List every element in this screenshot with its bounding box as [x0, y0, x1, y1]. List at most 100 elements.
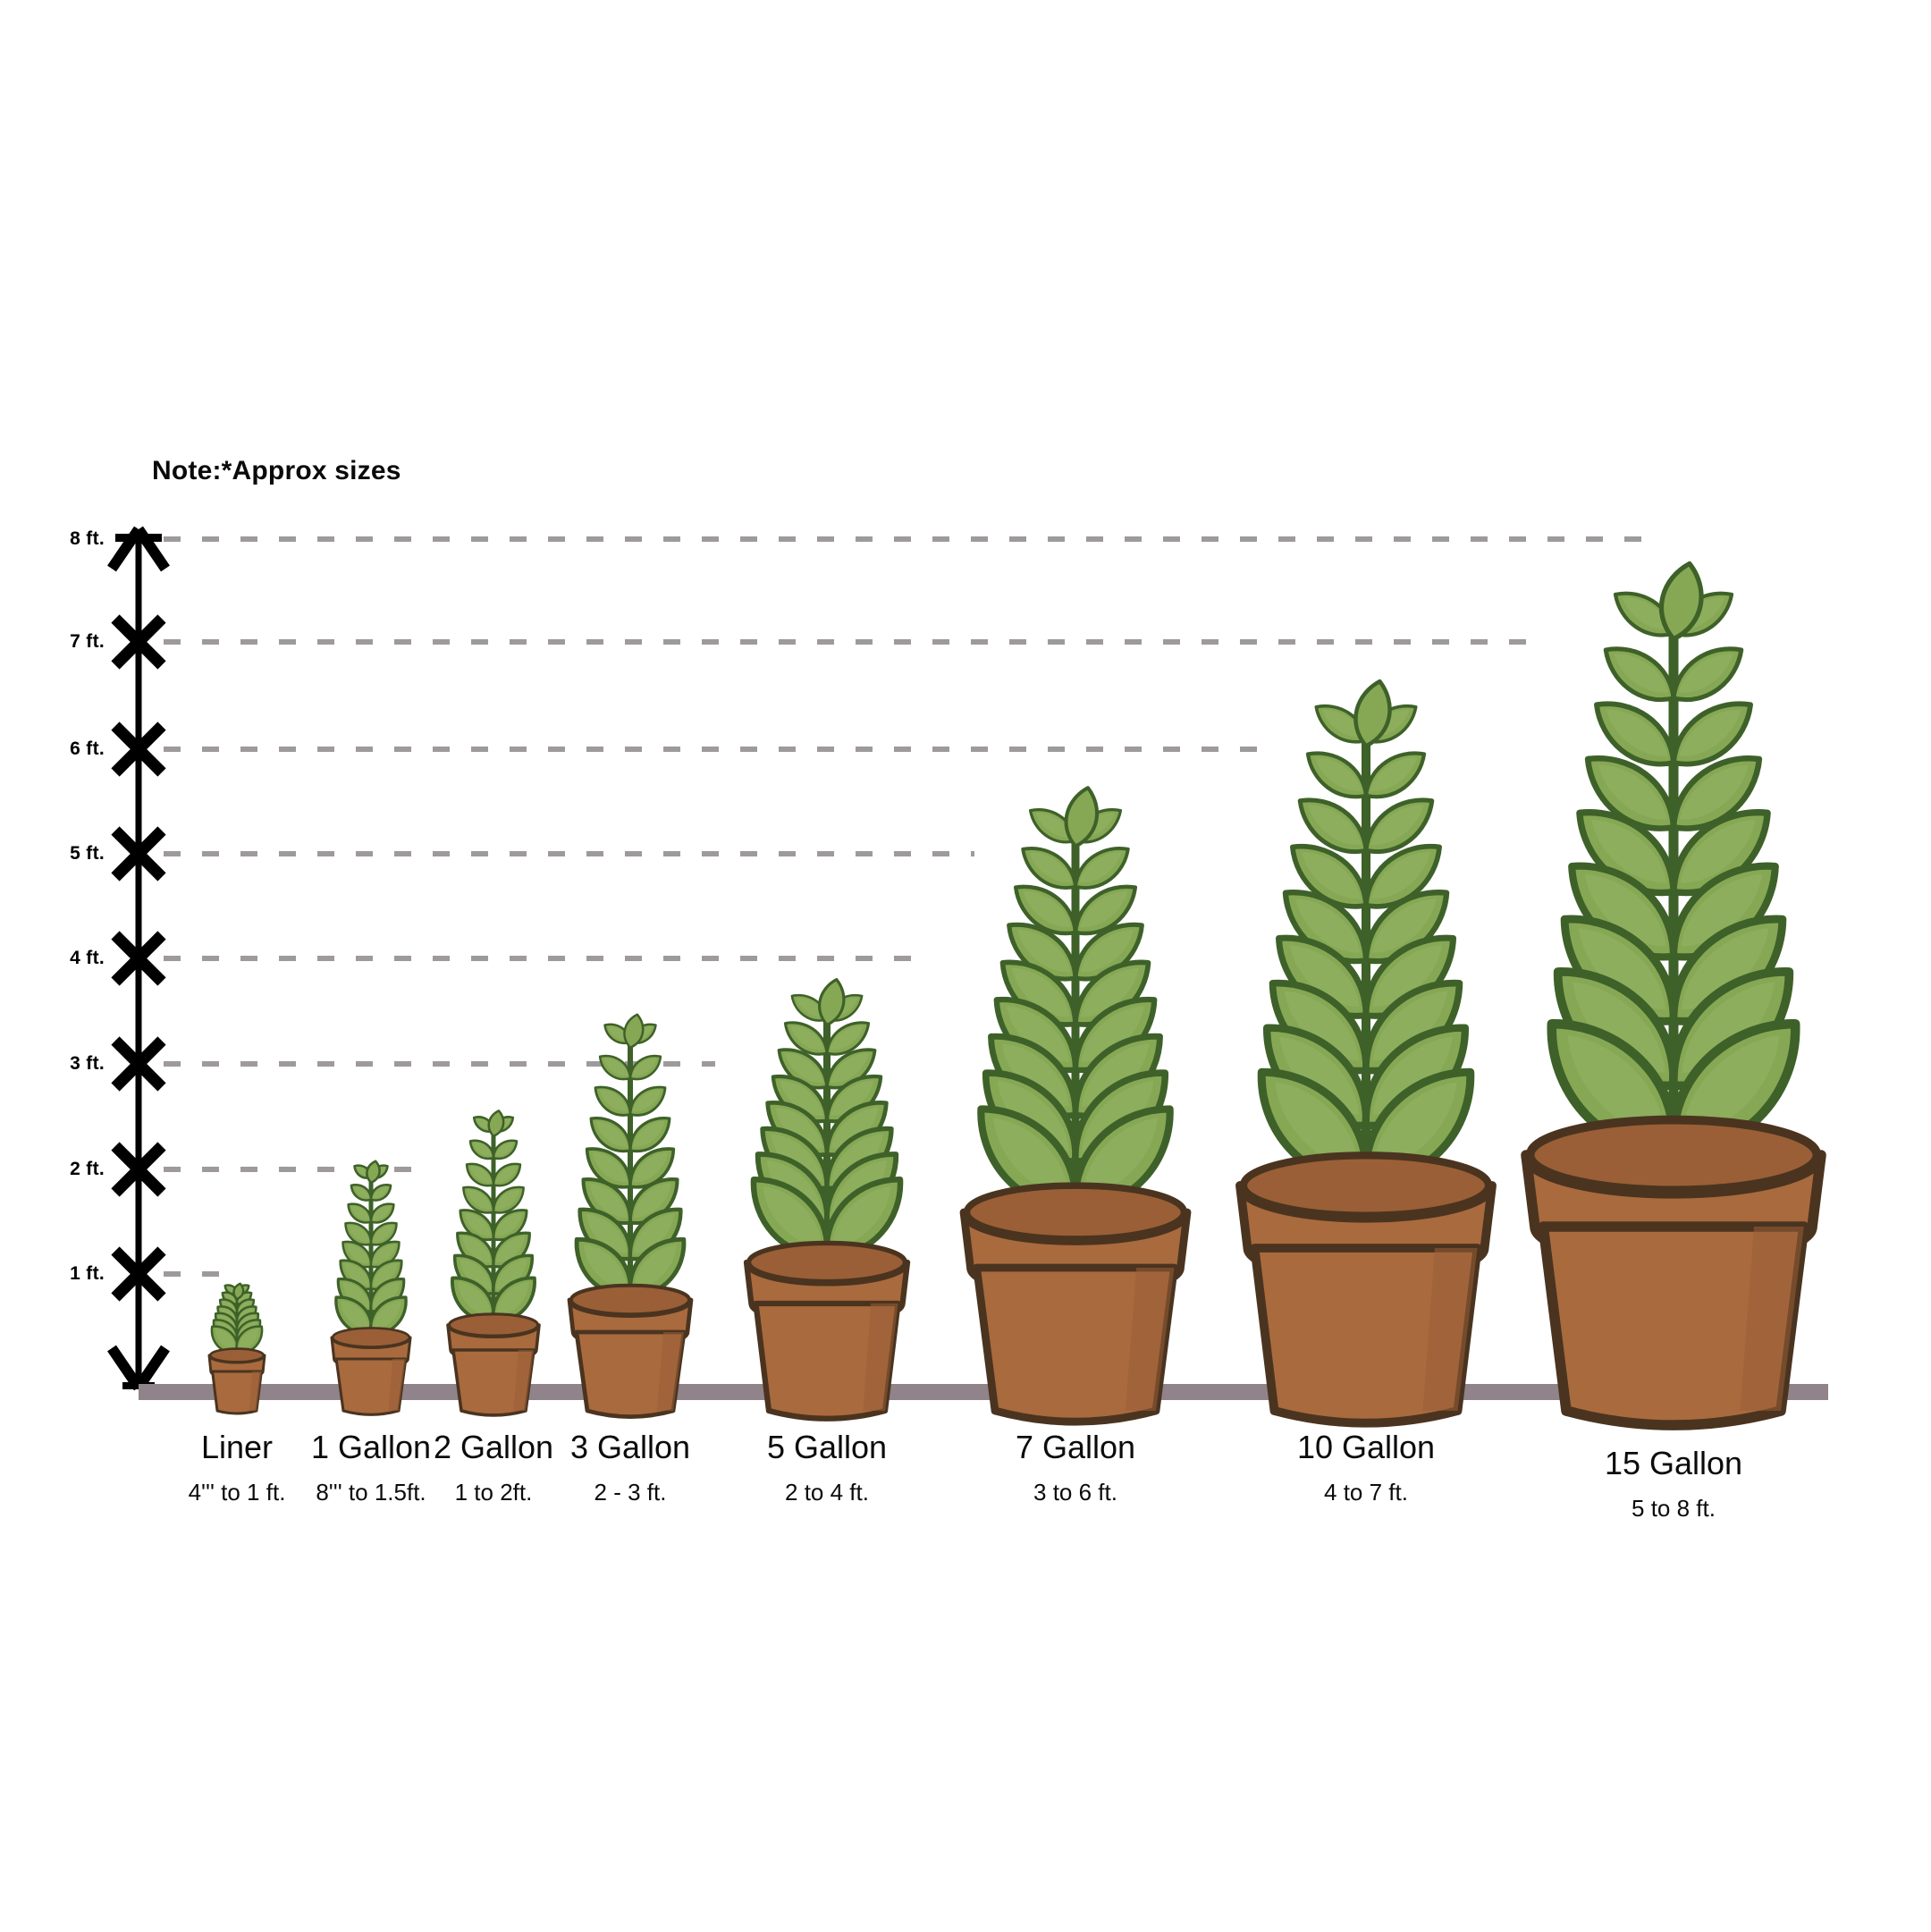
caption-5-gallon: 5 Gallon 2 to 4 ft. — [767, 1430, 887, 1505]
pot-size-label: 7 Gallon — [1015, 1429, 1136, 1465]
leaf-terminal — [366, 1160, 381, 1185]
leaf-left — [783, 1021, 829, 1056]
pot — [567, 1283, 694, 1420]
leaf-terminal — [1353, 679, 1392, 748]
leaf-left — [1013, 884, 1078, 936]
guideline-5ft — [164, 851, 974, 856]
note-text: Note:*Approx sizes — [152, 456, 401, 485]
leaf-left — [462, 1185, 495, 1214]
leaf-right — [1671, 646, 1744, 702]
plant-liner — [175, 1256, 299, 1932]
leaf-right — [235, 1325, 264, 1354]
axis-label-8ft: 8 ft. — [70, 528, 105, 549]
guideline-2ft — [164, 1167, 420, 1172]
leaf-right — [492, 1162, 522, 1187]
pot-size-label: 10 Gallon — [1296, 1429, 1436, 1465]
axis-tick-4ft — [111, 931, 166, 986]
pot-size-label: 2 Gallon — [433, 1429, 554, 1465]
axis-tick-1ft — [111, 1246, 166, 1302]
leaf-terminal — [1658, 561, 1704, 642]
leaf-left — [468, 1139, 495, 1160]
leaf-right — [628, 1085, 667, 1117]
foliage — [977, 786, 1174, 1242]
leaf-left — [598, 1054, 632, 1081]
pot — [446, 1312, 541, 1417]
pot — [207, 1347, 266, 1415]
guideline-7ft — [164, 639, 1540, 645]
leaf-right — [628, 1117, 671, 1153]
leaf-left — [1021, 847, 1077, 890]
leaf-left — [1594, 701, 1676, 767]
plant-5-gallon — [675, 961, 979, 1932]
axis-label-5ft: 5 ft. — [70, 843, 105, 864]
leaf-left — [465, 1162, 495, 1187]
caption-2-gallon: 2 Gallon 1 to 2ft. — [434, 1430, 553, 1505]
pot — [1521, 1115, 1826, 1430]
plant-15-gallon — [1430, 554, 1917, 1932]
plant-1-gallon — [291, 1135, 451, 1932]
guideline-4ft — [164, 956, 930, 961]
axis-tick-3ft — [111, 1036, 166, 1092]
axis-tick-6ft — [111, 721, 166, 777]
foliage — [334, 1160, 408, 1350]
leaf-left — [589, 1117, 632, 1153]
plant-height-range: 2 - 3 ft. — [594, 1478, 667, 1506]
plant-2-gallon — [401, 1086, 586, 1932]
axis-label-1ft: 1 ft. — [70, 1263, 105, 1284]
axis-tick-8ft — [115, 534, 162, 542]
guideline-6ft — [164, 747, 1269, 752]
plant-height-range: 4 to 7 ft. — [1324, 1478, 1408, 1506]
plant-height-range: 3 to 6 ft. — [1033, 1478, 1117, 1506]
caption-7-gallon: 7 Gallon 3 to 6 ft. — [1016, 1430, 1135, 1505]
axis-label-2ft: 2 ft. — [70, 1159, 105, 1179]
axis-tick-7ft — [111, 614, 166, 670]
leaf-right — [1363, 751, 1427, 799]
plant-10-gallon — [1156, 669, 1576, 1932]
leaf-terminal — [1064, 786, 1100, 848]
plant-7-gallon — [884, 773, 1267, 1932]
leaf-terminal — [818, 977, 846, 1027]
plant-height-range: 1 to 2ft. — [454, 1478, 533, 1506]
plant-3-gallon — [515, 992, 746, 1932]
leaf-right — [492, 1139, 519, 1160]
leaf-left — [347, 1202, 373, 1224]
leaf-left — [1297, 797, 1369, 855]
pot — [743, 1240, 911, 1422]
leaf-terminal — [232, 1282, 245, 1301]
foliage — [210, 1282, 264, 1365]
pot — [959, 1182, 1192, 1426]
leaf-right — [1074, 847, 1130, 890]
axis-label-3ft: 3 ft. — [70, 1053, 105, 1074]
pot-size-label: 1 Gallon — [310, 1429, 432, 1465]
caption-liner: Liner 4''' to 1 ft. — [189, 1430, 286, 1505]
leaf-right — [1363, 797, 1435, 855]
leaf-right — [1073, 884, 1138, 936]
guideline-8ft — [164, 536, 1645, 542]
guideline-1ft — [164, 1271, 223, 1277]
plant-height-range: 5 to 8 ft. — [1632, 1494, 1716, 1522]
leaf-left — [594, 1085, 632, 1117]
leaf-terminal — [623, 1013, 645, 1050]
foliage — [451, 1109, 536, 1339]
leaf-right — [492, 1185, 525, 1214]
axis-label-6ft: 6 ft. — [70, 738, 105, 759]
leaf-terminal — [487, 1109, 505, 1138]
axis-tick-5ft — [111, 826, 166, 882]
guideline-3ft — [164, 1061, 715, 1067]
foliage — [574, 1013, 687, 1318]
caption-1-gallon: 1 Gallon 8''' to 1.5ft. — [311, 1430, 431, 1505]
pot-size-label: 3 Gallon — [569, 1429, 691, 1465]
pot-size-label: 5 Gallon — [766, 1429, 888, 1465]
leaf-right — [369, 1202, 395, 1224]
leaf-left — [350, 1184, 373, 1202]
plant-height-range: 4''' to 1 ft. — [188, 1478, 286, 1506]
axis-label-7ft: 7 ft. — [70, 631, 105, 652]
caption-15-gallon: 15 Gallon 5 to 8 ft. — [1605, 1447, 1742, 1521]
caption-3-gallon: 3 Gallon 2 - 3 ft. — [570, 1430, 690, 1505]
leaf-left — [1305, 751, 1369, 799]
leaf-right — [369, 1184, 392, 1202]
leaf-right — [628, 1054, 662, 1081]
pot-size-label: Liner — [200, 1429, 274, 1465]
foliage — [1547, 561, 1800, 1193]
